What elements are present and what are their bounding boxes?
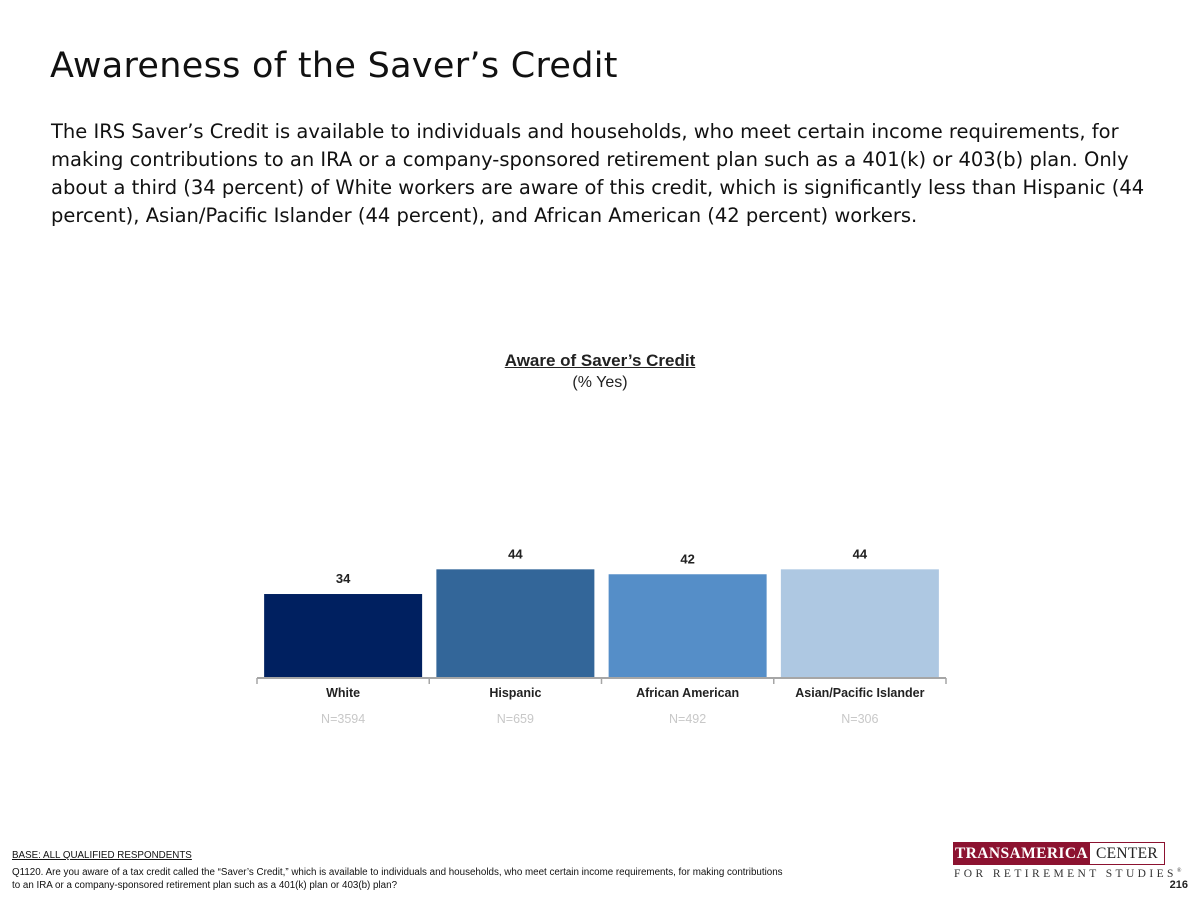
chart-title: Aware of Saver’s Credit [504, 351, 696, 370]
category-label: Hispanic [489, 686, 541, 700]
sample-size-label: N=659 [497, 712, 534, 726]
chart-subtitle: (% Yes) [572, 374, 628, 391]
bar-value-label: 34 [336, 571, 351, 586]
bar [264, 594, 423, 678]
bar [608, 574, 767, 678]
category-label: African American [636, 686, 739, 700]
page-number: 216 [1169, 879, 1188, 891]
base-note: BASE: ALL QUALIFIED RESPONDENTS [12, 850, 192, 861]
bar [436, 569, 595, 678]
question-note: Q1120. Are you aware of a tax credit cal… [12, 867, 783, 891]
sample-size-label: N=492 [669, 712, 706, 726]
logo-right-text: CENTER [1090, 842, 1165, 865]
logo-left-text: TRANSAMERICA [953, 842, 1090, 865]
bar-value-label: 44 [508, 546, 523, 561]
transamerica-logo: TRANSAMERICA CENTER FOR RETIREMENT STUDI… [953, 842, 1181, 880]
intro-paragraph: The IRS Saver’s Credit is available to i… [51, 120, 1145, 227]
logo-subtitle-text: FOR RETIREMENT STUDIES [954, 868, 1177, 880]
registered-mark: ® [1176, 868, 1182, 875]
footnotes: BASE: ALL QUALIFIED RESPONDENTS Q1120. A… [12, 849, 792, 892]
logo-subtitle: FOR RETIREMENT STUDIES® [953, 868, 1181, 880]
chart-heading: Aware of Saver’s Credit (% Yes) [0, 351, 1200, 392]
category-label: White [326, 686, 360, 700]
sample-size-label: N=3594 [321, 712, 365, 726]
bar-value-label: 42 [680, 551, 694, 566]
bar [780, 569, 939, 678]
sample-size-label: N=306 [841, 712, 878, 726]
bar-value-label: 44 [853, 546, 868, 561]
page-title: Awareness of the Saver’s Credit [50, 46, 618, 86]
category-label: Asian/Pacific Islander [795, 686, 924, 700]
